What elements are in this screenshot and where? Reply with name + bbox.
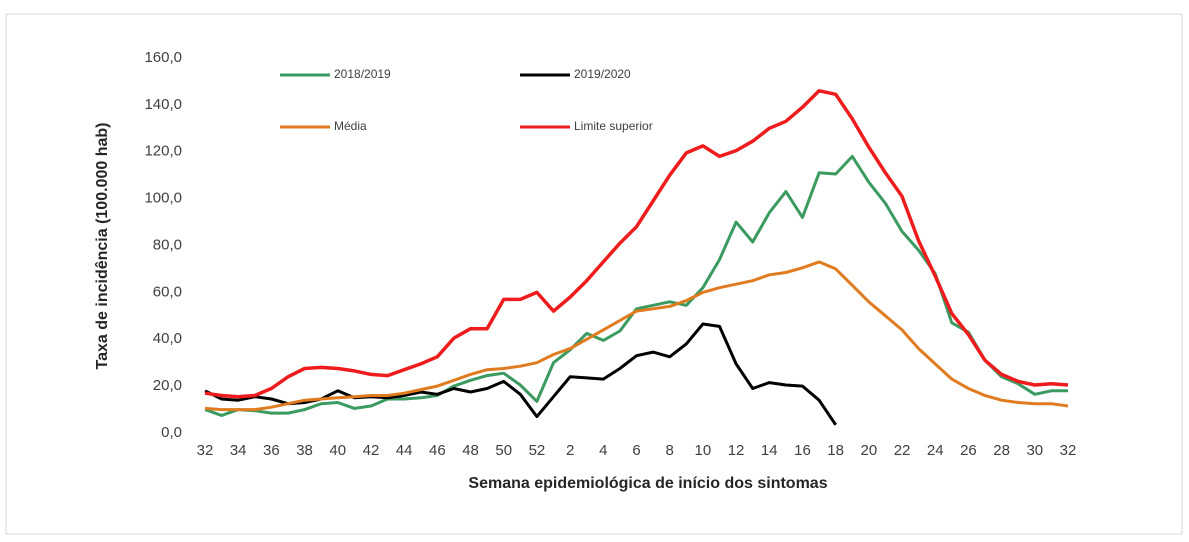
x-tick-label: 50 [495,442,512,459]
x-tick-label: 36 [263,442,280,459]
y-axis-title: Taxa de incidência (100.000 hab) [94,123,111,370]
x-tick-label: 20 [861,442,878,459]
x-tick-label: 8 [666,442,674,459]
x-tick-label: 44 [396,442,413,459]
series-line [204,322,837,426]
x-tick-label: 4 [599,442,607,459]
x-tick-label: 30 [1026,442,1043,459]
x-tick-label: 48 [462,442,479,459]
y-tick-label: 60,0 [153,283,182,300]
x-tick-label: 24 [927,442,944,459]
series-line [204,89,1069,399]
x-tick-label: 18 [827,442,844,459]
legend-label: 2019/2020 [574,67,631,81]
x-tick-label: 22 [894,442,911,459]
y-tick-label: 20,0 [153,377,182,394]
y-tick-label: 160,0 [144,49,182,66]
y-tick-label: 120,0 [144,143,182,160]
y-tick-label: 140,0 [144,96,182,113]
series-line [204,260,1069,412]
x-tick-label: 2 [566,442,574,459]
x-tick-label: 52 [529,442,546,459]
series-line [204,154,1068,417]
x-tick-label: 46 [429,442,446,459]
x-tick-label: 34 [230,442,247,459]
x-tick-label: 38 [296,442,313,459]
x-tick-label: 40 [329,442,346,459]
legend-label: Média [334,119,367,133]
legend-label: 2018/2019 [334,67,391,81]
x-tick-label: 6 [632,442,640,459]
x-tick-label: 26 [960,442,977,459]
y-tick-label: 0,0 [161,424,182,441]
x-tick-label: 32 [1060,442,1077,459]
x-tick-label: 10 [695,442,712,459]
y-tick-label: 40,0 [153,330,182,347]
y-tick-label: 80,0 [153,236,182,253]
x-tick-label: 42 [363,442,380,459]
x-tick-label: 12 [728,442,745,459]
x-tick-label: 14 [761,442,778,459]
x-tick-label: 32 [197,442,214,459]
x-axis-title: Semana epidemiológica de início dos sint… [468,475,827,492]
legend-label: Limite superior [574,119,653,133]
x-tick-label: 16 [794,442,811,459]
y-tick-label: 100,0 [144,190,182,207]
x-tick-label: 28 [993,442,1010,459]
